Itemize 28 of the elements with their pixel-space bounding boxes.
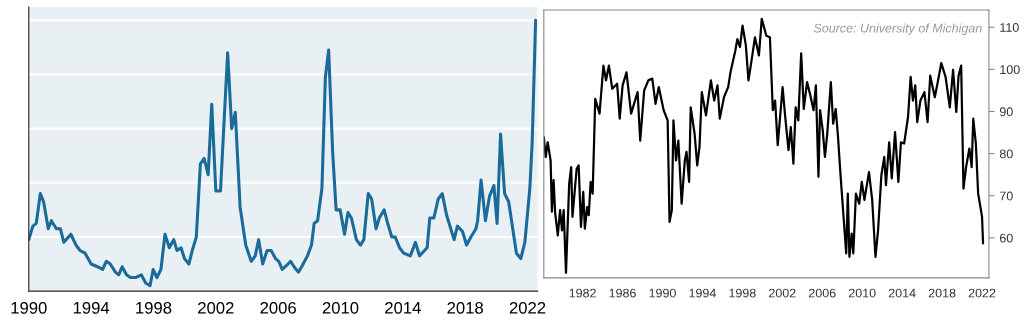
y-tick-label: 90 <box>999 107 1013 117</box>
x-tick-label: 2006 <box>260 301 296 314</box>
x-tick-label: 1990 <box>11 301 47 314</box>
x-tick-label: 2014 <box>888 288 916 298</box>
y-tick-label: 60 <box>999 233 1013 243</box>
x-tick-label: 2006 <box>808 288 836 298</box>
x-tick-label: 1982 <box>569 288 596 298</box>
x-tick-label: 2022 <box>509 301 546 314</box>
x-tick-label: 2010 <box>322 301 359 314</box>
x-tick-label: 1990 <box>649 288 676 298</box>
line-series <box>543 17 985 274</box>
x-tick-label: 2002 <box>198 301 234 314</box>
y-tick-label: 80 <box>999 149 1013 159</box>
x-tick-label: 2018 <box>928 288 956 298</box>
x-tick-label: 2014 <box>385 301 421 314</box>
x-tick-label: 1998 <box>136 301 172 314</box>
x-tick-label: 2010 <box>848 288 876 298</box>
x-tick-label: 2018 <box>447 301 483 314</box>
y-tick-label: 100 <box>1000 65 1020 75</box>
x-tick-label: 2022 <box>968 288 996 298</box>
x-tick-label: 1998 <box>729 288 756 298</box>
x-tick-label: 1986 <box>609 288 636 298</box>
y-tick-label: 110 <box>1000 23 1019 32</box>
y-tick-label: 70 <box>999 191 1013 201</box>
x-tick-label: 1994 <box>689 288 716 298</box>
x-tick-label: 1994 <box>73 301 110 314</box>
annotation: Source: University of Michigan <box>813 23 982 36</box>
x-tick-label: 2002 <box>769 288 796 298</box>
